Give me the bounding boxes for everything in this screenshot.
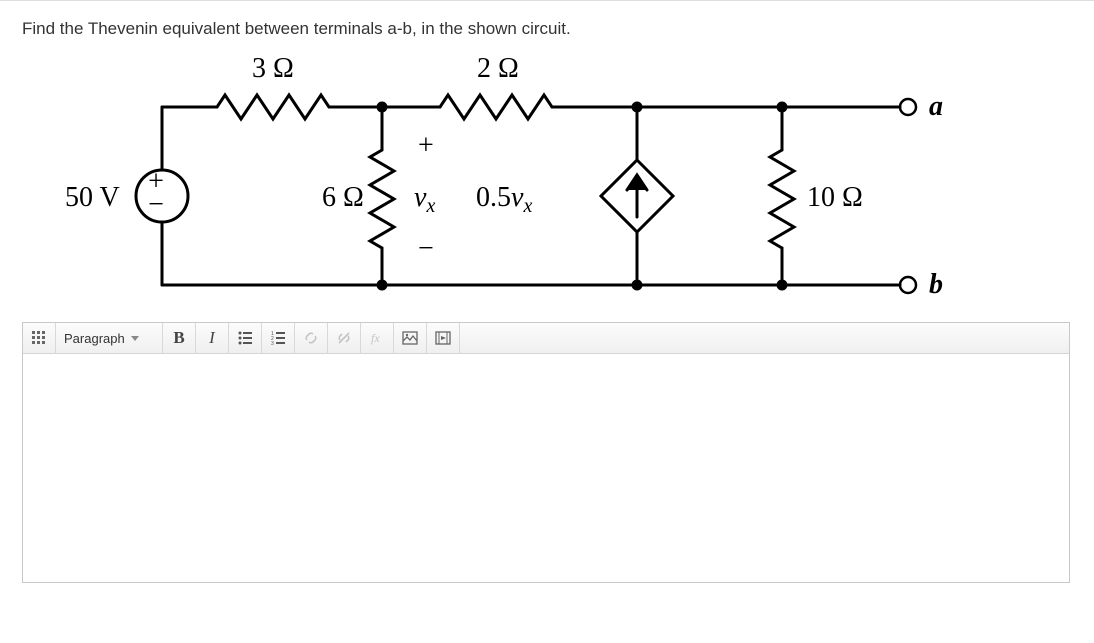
expand-toolbar-button[interactable]: [23, 323, 56, 353]
bold-button[interactable]: B: [163, 323, 196, 353]
r3-label: 2 Ω: [477, 53, 519, 84]
format-selector-label: Paragraph: [64, 331, 125, 346]
terminal-a-label: a: [929, 91, 943, 122]
editor-toolbar: Paragraph B I 123: [23, 323, 1069, 354]
terminal-b-label: b: [929, 269, 943, 300]
source-minus: −: [148, 189, 164, 220]
format-selector[interactable]: Paragraph: [56, 323, 163, 353]
link-icon: [303, 330, 319, 346]
bold-icon: B: [173, 328, 184, 348]
unlink-button[interactable]: [328, 323, 361, 353]
link-button[interactable]: [295, 323, 328, 353]
r1-label: 3 Ω: [252, 53, 294, 84]
unlink-icon: [336, 330, 352, 346]
grid-icon: [31, 330, 47, 346]
dep-source-label: 0.5vx: [476, 182, 532, 217]
svg-text:3: 3: [271, 341, 274, 346]
svg-text:fx: fx: [371, 331, 380, 345]
italic-button[interactable]: I: [196, 323, 229, 353]
question-text: Find the Thevenin equivalent between ter…: [22, 19, 1072, 39]
r2-label: 6 Ω: [322, 182, 364, 213]
r4-label: 10 Ω: [807, 182, 863, 213]
vx-minus: −: [418, 233, 434, 264]
ordered-list-button[interactable]: 123: [262, 323, 295, 353]
editor-content[interactable]: [23, 354, 1069, 582]
ordered-list-icon: 123: [270, 330, 286, 346]
image-icon: [402, 330, 418, 346]
vx-label: vx: [414, 182, 435, 217]
insert-media-button[interactable]: [427, 323, 460, 353]
italic-icon: I: [209, 328, 215, 348]
rich-text-editor: Paragraph B I 123: [22, 322, 1070, 583]
media-icon: [435, 330, 451, 346]
formula-button[interactable]: fx: [361, 323, 394, 353]
vx-plus: +: [418, 130, 434, 161]
unordered-list-icon: [237, 330, 253, 346]
insert-image-button[interactable]: [394, 323, 427, 353]
circuit-diagram: 50 V + − 3 Ω 2 Ω 6 Ω + − vx 0.5vx 10 Ω a…: [22, 47, 1072, 312]
formula-icon: fx: [369, 330, 385, 346]
unordered-list-button[interactable]: [229, 323, 262, 353]
source-label: 50 V: [65, 182, 120, 213]
chevron-down-icon: [131, 336, 139, 341]
